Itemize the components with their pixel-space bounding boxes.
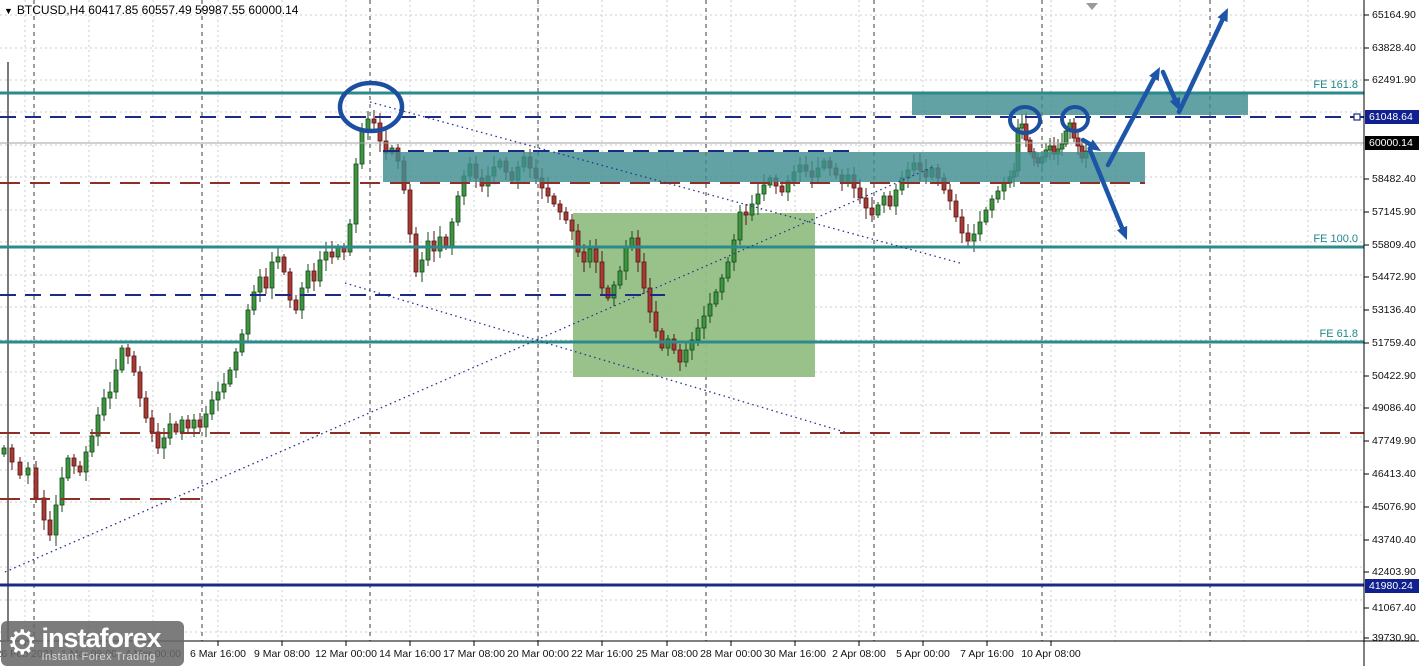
fib-level-label: FE 100.0 [1313, 233, 1358, 245]
price-tick-label: 45076.90 [1372, 501, 1416, 513]
price-tick-label: 58482.40 [1372, 173, 1416, 185]
time-tick-label: 14 Mar 16:00 [379, 648, 441, 660]
price-tick-label: 50422.90 [1372, 370, 1416, 382]
price-tick-label: 55809.40 [1372, 239, 1416, 251]
price-level-tag: 61048.64 [1365, 110, 1419, 124]
fib-level-label: FE 161.8 [1313, 79, 1358, 91]
time-tick-label: 2 Apr 08:00 [832, 648, 886, 660]
broker-watermark: ⚙ instaforex Instant Forex Trading [1, 621, 184, 666]
symbol-dropdown-icon[interactable]: ▼ [4, 6, 13, 16]
time-tick-label: 30 Mar 16:00 [764, 648, 826, 660]
time-tick-label: 22 Mar 16:00 [571, 648, 633, 660]
price-level-tag: 60000.14 [1365, 136, 1419, 150]
brand-name: instaforex [41, 622, 161, 653]
time-tick-label: 28 Mar 00:00 [700, 648, 762, 660]
price-tick-label: 41067.40 [1372, 602, 1416, 614]
time-tick-label: 9 Mar 08:00 [253, 648, 311, 660]
time-tick-label: 10 Apr 08:00 [1021, 648, 1081, 660]
price-tick-label: 57145.90 [1372, 206, 1416, 218]
price-tick-label: 49086.40 [1372, 402, 1416, 414]
price-tick-label: 39730.90 [1372, 632, 1416, 644]
time-tick-label: 20 Mar 00:00 [507, 648, 569, 660]
fib-level-label: FE 61.8 [1319, 328, 1358, 340]
price-tick-label: 43740.40 [1372, 534, 1416, 546]
time-tick-label: 25 Mar 08:00 [636, 648, 698, 660]
price-tick-label: 63828.40 [1372, 42, 1416, 54]
price-tick-label: 46413.40 [1372, 468, 1416, 480]
price-tick-label: 42403.90 [1372, 566, 1416, 578]
symbol-title: ▼ BTCUSD,H4 60417.85 60557.49 59987.55 60… [4, 3, 298, 17]
symbol-ohlc-text: BTCUSD,H4 60417.85 60557.49 59987.55 600… [16, 3, 299, 17]
price-tick-label: 47749.90 [1372, 435, 1416, 447]
time-tick-label: 12 Mar 00:00 [315, 648, 377, 660]
price-tick-label: 65164.90 [1372, 9, 1416, 21]
gear-icon: ⚙ [7, 623, 38, 662]
price-tick-label: 53136.40 [1372, 304, 1416, 316]
price-tick-label: 54472.90 [1372, 271, 1416, 283]
time-tick-label: 5 Apr 00:00 [896, 648, 950, 660]
time-tick-label: 7 Apr 16:00 [960, 648, 1014, 660]
price-tick-label: 62491.90 [1372, 74, 1416, 86]
price-tick-label: 51759.40 [1372, 337, 1416, 349]
brand-tagline: Instant Forex Trading [41, 650, 156, 663]
time-tick-label: 17 Mar 08:00 [443, 648, 505, 660]
price-level-tag: 41980.24 [1365, 579, 1419, 593]
time-tick-label: 6 Mar 16:00 [189, 648, 247, 660]
